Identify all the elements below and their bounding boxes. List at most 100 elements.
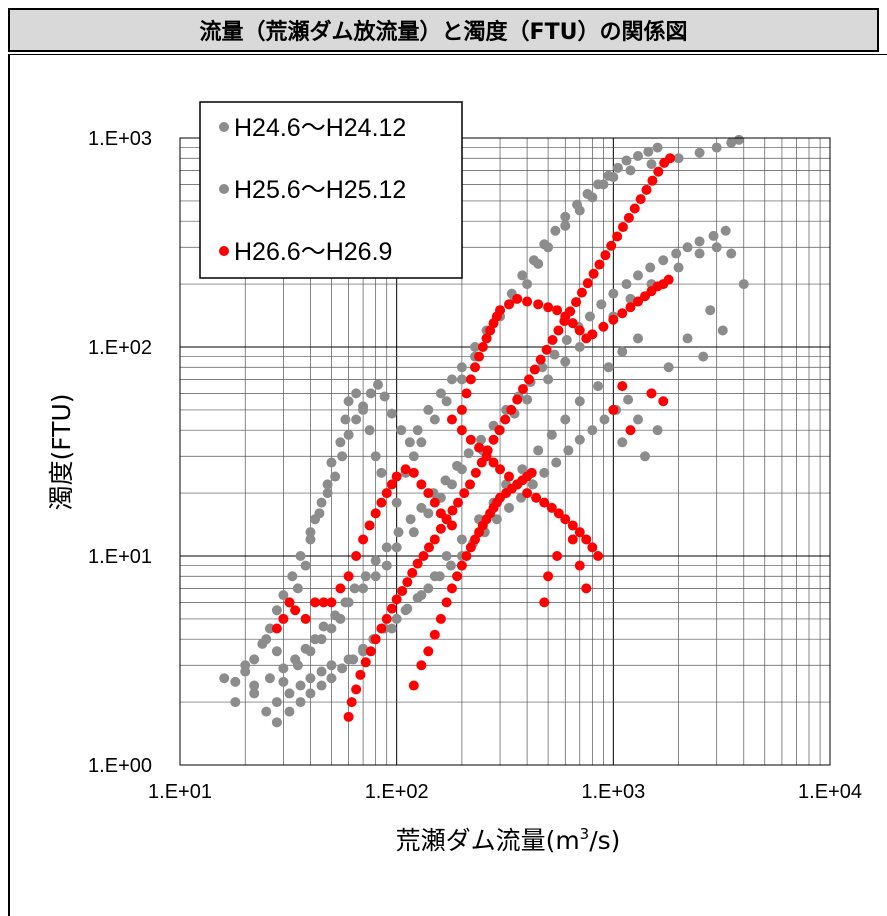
data-point xyxy=(495,305,506,316)
data-point xyxy=(429,629,440,640)
data-point xyxy=(370,508,381,519)
data-point xyxy=(518,383,529,394)
data-point xyxy=(522,279,533,290)
data-point xyxy=(391,594,402,605)
data-point xyxy=(456,374,467,385)
data-point xyxy=(452,571,463,582)
data-point xyxy=(240,666,251,677)
data-point xyxy=(372,379,383,390)
data-point xyxy=(599,414,610,425)
data-point xyxy=(418,551,429,561)
data-point xyxy=(391,613,402,624)
data-point xyxy=(284,706,295,717)
data-point xyxy=(533,445,544,456)
data-point xyxy=(537,362,548,373)
data-point xyxy=(608,314,619,325)
data-point xyxy=(726,248,737,259)
data-point xyxy=(738,279,749,290)
data-point xyxy=(370,571,381,582)
data-point xyxy=(405,514,416,525)
data-point xyxy=(629,203,640,214)
data-point xyxy=(316,666,327,677)
data-point xyxy=(463,448,474,459)
data-point xyxy=(550,225,561,236)
data-point xyxy=(621,155,632,166)
data-point xyxy=(435,613,446,624)
data-point xyxy=(290,605,301,616)
data-point xyxy=(295,551,306,561)
chart-title-bar: 流量（荒瀬ダム放流量）と濁度（FTU）の関係図 xyxy=(8,8,879,52)
data-point xyxy=(335,583,346,594)
data-point xyxy=(587,329,598,340)
data-point xyxy=(481,333,492,344)
data-point xyxy=(326,457,337,468)
data-point xyxy=(416,479,427,490)
data-point xyxy=(541,344,552,355)
data-point xyxy=(470,342,481,352)
data-point xyxy=(249,688,260,699)
data-point xyxy=(326,597,337,608)
data-point xyxy=(278,590,289,601)
data-point xyxy=(658,396,669,407)
data-point xyxy=(470,467,481,478)
data-point xyxy=(257,638,268,649)
data-point xyxy=(271,646,282,657)
data-point xyxy=(316,680,327,691)
data-point xyxy=(348,654,359,665)
data-point xyxy=(481,451,492,462)
data-point xyxy=(351,414,362,425)
data-point xyxy=(551,457,562,468)
data-point xyxy=(396,425,407,436)
data-point xyxy=(698,351,709,362)
data-point xyxy=(539,467,550,478)
data-point xyxy=(587,425,598,436)
data-point xyxy=(567,318,578,329)
data-point xyxy=(408,451,419,462)
data-point xyxy=(423,488,434,499)
data-point xyxy=(446,374,457,385)
x-tick-label: 1.E+03 xyxy=(581,781,645,803)
data-point xyxy=(326,673,337,684)
data-point xyxy=(474,442,485,453)
data-point xyxy=(682,242,693,253)
data-point xyxy=(370,555,381,566)
data-point xyxy=(360,657,371,668)
data-point xyxy=(571,297,582,308)
legend-label: H24.6～H24.12 xyxy=(234,114,406,142)
data-point xyxy=(671,248,682,259)
data-point xyxy=(305,527,316,538)
data-point xyxy=(318,597,329,608)
x-axis-label-superscript: 3 xyxy=(580,825,590,843)
data-point xyxy=(539,497,550,508)
data-point xyxy=(230,697,241,708)
data-point xyxy=(305,688,316,699)
data-point xyxy=(326,623,337,634)
data-point xyxy=(447,505,458,516)
data-point xyxy=(453,497,464,508)
data-point xyxy=(560,414,571,425)
data-point xyxy=(488,457,499,468)
data-point xyxy=(402,603,413,614)
data-point xyxy=(531,492,542,503)
x-axis-label: 荒瀬ダム流量(m3/s) xyxy=(396,825,621,855)
data-point xyxy=(639,451,650,462)
data-point xyxy=(465,434,476,445)
legend-marker xyxy=(219,184,229,194)
data-point xyxy=(386,623,397,634)
data-point xyxy=(412,592,423,603)
y-tick-label: 1.E+00 xyxy=(88,755,152,777)
data-point xyxy=(441,514,452,525)
tick-labels: 1.E+01 1.E+02 1.E+03 1.E+04 1.E+00 1.E+01 1.E+… xyxy=(88,128,862,803)
data-point xyxy=(305,534,316,545)
data-point xyxy=(300,613,311,624)
data-point xyxy=(711,242,722,253)
data-point xyxy=(326,660,337,671)
data-point xyxy=(461,388,472,399)
data-point xyxy=(623,212,634,223)
legend-marker xyxy=(219,246,229,256)
data-point xyxy=(552,551,563,561)
data-point xyxy=(608,404,619,415)
data-point xyxy=(376,497,387,508)
data-point xyxy=(440,475,451,486)
data-point xyxy=(606,240,617,251)
